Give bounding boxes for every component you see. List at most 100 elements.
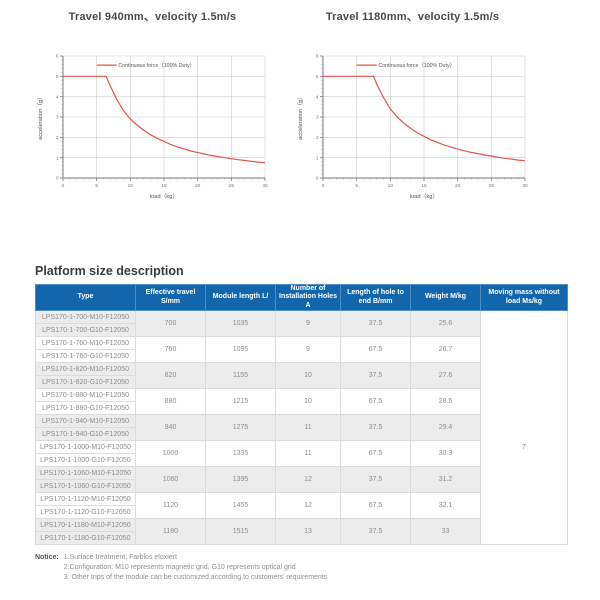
- holes-cell: 11: [275, 414, 341, 442]
- length-cell: 1215: [205, 388, 276, 416]
- svg-text:3: 3: [316, 115, 319, 121]
- svg-text:10: 10: [128, 183, 134, 189]
- force-curve: [323, 75, 526, 162]
- length-cell: 1095: [205, 336, 276, 364]
- weight-cell: 29.4: [410, 414, 481, 442]
- weight-cell: 30.3: [410, 440, 481, 468]
- svg-text:15: 15: [421, 183, 427, 189]
- weight-cell: 33: [410, 518, 481, 546]
- column-header-0: Type: [35, 283, 136, 312]
- section-title: Platform size description: [35, 264, 184, 278]
- weight-cell: 28.5: [410, 388, 481, 416]
- travel-cell: 820: [135, 362, 206, 390]
- table-row: LPS170-1-1180-M10-F12050 1180 1515 13 37.5 33: [35, 518, 568, 546]
- svg-text:0: 0: [322, 183, 325, 189]
- table-body: LPS170-1-700-M10-F12050 700 1035 9 37.5 25.6 7…: [35, 310, 568, 546]
- type-cell: LPS170-1-940-G10-F12050: [35, 427, 136, 442]
- svg-text:15: 15: [161, 183, 167, 189]
- y-axis-label: acceleration（g）: [37, 94, 44, 140]
- table-row: LPS170-1-1060-G10-F12050: [35, 479, 568, 494]
- y-axis-label: acceleration（g）: [297, 94, 304, 140]
- length-cell: 1155: [205, 362, 276, 390]
- weight-cell: 31.2: [410, 466, 481, 494]
- notice-label: Notice:: [35, 554, 59, 562]
- platform-size-section: Platform size description Type Effective …: [35, 264, 568, 546]
- svg-text:2: 2: [316, 135, 319, 141]
- holes-cell: 10: [275, 388, 341, 416]
- type-cell: LPS170-1-1120-G10-F12050: [35, 505, 136, 520]
- length-cell: 1335: [205, 440, 276, 468]
- notice-line-1: 1.Surface treatment: Farblos eloxiert: [63, 554, 177, 562]
- length-cell: 1515: [205, 518, 276, 546]
- type-cell: LPS170-1-760-G10-F12050: [35, 349, 136, 364]
- svg-text:1: 1: [56, 155, 59, 161]
- type-cell: LPS170-1-1060-G10-F12050: [35, 479, 136, 494]
- chart-travel-940: Travel 940mm、velocity 1.5m/s 0 5 10 15 20 25 3…: [35, 8, 270, 210]
- table-row: LPS170-1-1000-M10-F12050 1000 1335 11 67.5 30…: [35, 440, 568, 468]
- chart-svg-940: 0 5 10 15 20 25 30 0 1 2 3 4 5 6 Continuous force（100%…: [37, 54, 268, 200]
- chart-travel-1180: Travel 1180mm、velocity 1.5m/s 0 5 10 15 20 25…: [295, 8, 530, 210]
- svg-text:10: 10: [388, 183, 394, 189]
- type-cell: LPS170-1-1000-G10-F12050: [35, 453, 136, 468]
- table-row: LPS170-1-940-G10-F12050: [35, 427, 568, 442]
- legend-label: Continuous force（100% Duty）: [118, 62, 195, 69]
- svg-text:5: 5: [95, 183, 98, 189]
- length-cell: 1275: [205, 414, 276, 442]
- svg-text:0: 0: [56, 176, 59, 182]
- charts-row: Travel 940mm、velocity 1.5m/s 0 5 10 15 20 25 3…: [0, 0, 600, 210]
- svg-text:20: 20: [455, 183, 461, 189]
- svg-text:25: 25: [229, 183, 235, 189]
- notice: Notice: 1.Surface treatment: Farblos elo…: [35, 553, 600, 582]
- type-cell: LPS170-1-940-M10-F12050: [35, 414, 136, 429]
- travel-cell: 700: [135, 310, 206, 338]
- holes-cell: 9: [275, 310, 341, 338]
- type-cell: LPS170-1-820-G10-F12050: [35, 375, 136, 390]
- type-cell: LPS170-1-1180-M10-F12050: [35, 518, 136, 533]
- column-header-2: Module length L/: [205, 283, 276, 312]
- svg-text:0: 0: [316, 176, 319, 182]
- table-head: Type Effective travel S/mm Module length L…: [35, 283, 568, 312]
- table-row: LPS170-1-940-M10-F12050 940 1275 11 37.5 29.4: [35, 414, 568, 442]
- svg-text:0: 0: [62, 183, 65, 189]
- hole-to-end-cell: 67.5: [340, 388, 411, 416]
- holes-cell: 9: [275, 336, 341, 364]
- table-row: LPS170-1-820-G10-F12050: [35, 375, 568, 390]
- hole-to-end-cell: 37.5: [340, 466, 411, 494]
- hole-to-end-cell: 67.5: [340, 336, 411, 364]
- moving-mass-cell: 7: [480, 310, 568, 546]
- hole-to-end-cell: 67.5: [340, 440, 411, 468]
- force-curve: [63, 75, 266, 164]
- svg-text:6: 6: [56, 54, 59, 60]
- table-row: LPS170-1-700-M10-F12050 700 1035 9 37.5 25.6 7: [35, 310, 568, 546]
- table-row: LPS170-1-880-M10-F12050 880 1215 10 67.5 28.5: [35, 388, 568, 416]
- column-header-6: Moving mass without load Ms/kg: [480, 283, 568, 312]
- svg-text:25: 25: [489, 183, 495, 189]
- header-row: Type Effective travel S/mm Module length L…: [35, 283, 568, 312]
- weight-cell: 32.1: [410, 492, 481, 520]
- holes-cell: 11: [275, 440, 341, 468]
- table-row: LPS170-1-760-G10-F12050: [35, 349, 568, 364]
- svg-text:30: 30: [522, 183, 528, 189]
- svg-text:5: 5: [316, 74, 319, 80]
- table-row: LPS170-1-1180-G10-F12050: [35, 531, 568, 546]
- holes-cell: 13: [275, 518, 341, 546]
- hole-to-end-cell: 37.5: [340, 310, 411, 338]
- chart-svg-1180: 0 5 10 15 20 25 30 0 1 2 3 4 5 6 Continuous force（100%…: [297, 54, 528, 200]
- type-cell: LPS170-1-760-M10-F12050: [35, 336, 136, 351]
- page: Travel 940mm、velocity 1.5m/s 0 5 10 15 20 25 3…: [0, 0, 600, 582]
- travel-cell: 1180: [135, 518, 206, 546]
- type-cell: LPS170-1-700-M10-F12050: [35, 310, 136, 325]
- weight-cell: 26.7: [410, 336, 481, 364]
- table-row: LPS170-1-1060-M10-F12050 1060 1395 12 37.5 31…: [35, 466, 568, 494]
- travel-cell: 1120: [135, 492, 206, 520]
- type-cell: LPS170-1-700-G10-F12050: [35, 323, 136, 338]
- weight-cell: 25.6: [410, 310, 481, 338]
- table-row: LPS170-1-1120-G10-F12050: [35, 505, 568, 520]
- svg-text:30: 30: [262, 183, 268, 189]
- travel-cell: 940: [135, 414, 206, 442]
- type-cell: LPS170-1-880-G10-F12050: [35, 401, 136, 416]
- svg-text:5: 5: [355, 183, 358, 189]
- chart-title-1180: Travel 1180mm、velocity 1.5m/s: [325, 11, 500, 23]
- column-header-4: Length of hole to end B/mm: [340, 283, 411, 312]
- svg-text:4: 4: [56, 94, 59, 100]
